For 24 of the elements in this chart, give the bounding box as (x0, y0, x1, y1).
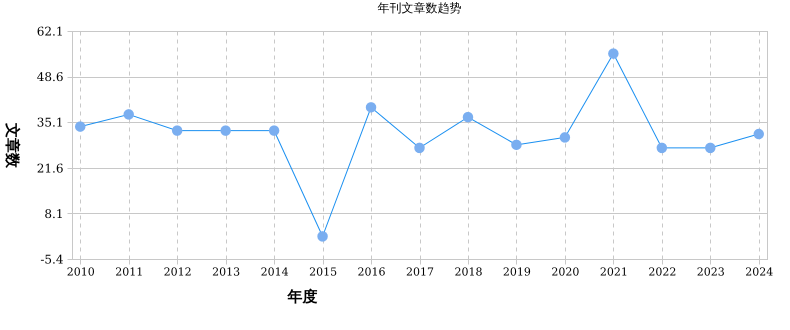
x-tick-label: 2020 (551, 266, 580, 278)
x-tick-label: 2014 (260, 266, 289, 278)
y-tick-label: 21.6 (36, 161, 64, 176)
x-tick-label: 2011 (115, 266, 144, 278)
x-tick-label: 2019 (502, 266, 531, 278)
y-tick-label: 35.1 (36, 116, 64, 130)
x-axis-title: 年度 (286, 288, 318, 306)
y-tick-label: 8.1 (44, 206, 64, 221)
y-tick-label: 62.1 (36, 24, 64, 38)
x-tick-label: 2017 (406, 266, 434, 278)
x-tick-label: 2018 (454, 266, 482, 278)
y-tick-label: -5.4 (40, 252, 64, 266)
x-tick-label: 2024 (745, 266, 774, 278)
x-tick-label: 2010 (66, 266, 95, 278)
x-tick-label: 2022 (648, 266, 676, 278)
y-tick-label: 48.6 (36, 70, 64, 84)
x-tick-label: 2016 (358, 266, 386, 278)
x-tick-label: 2023 (696, 266, 725, 278)
chart-title: 年刊文章数趋势 (378, 1, 462, 15)
x-tick-label: 2013 (212, 266, 240, 278)
y-axis-title: 文章数 (4, 122, 22, 169)
x-tick-label: 2021 (600, 266, 628, 278)
x-tick-label: 2012 (164, 266, 192, 278)
x-tick-label: 2015 (309, 266, 338, 278)
